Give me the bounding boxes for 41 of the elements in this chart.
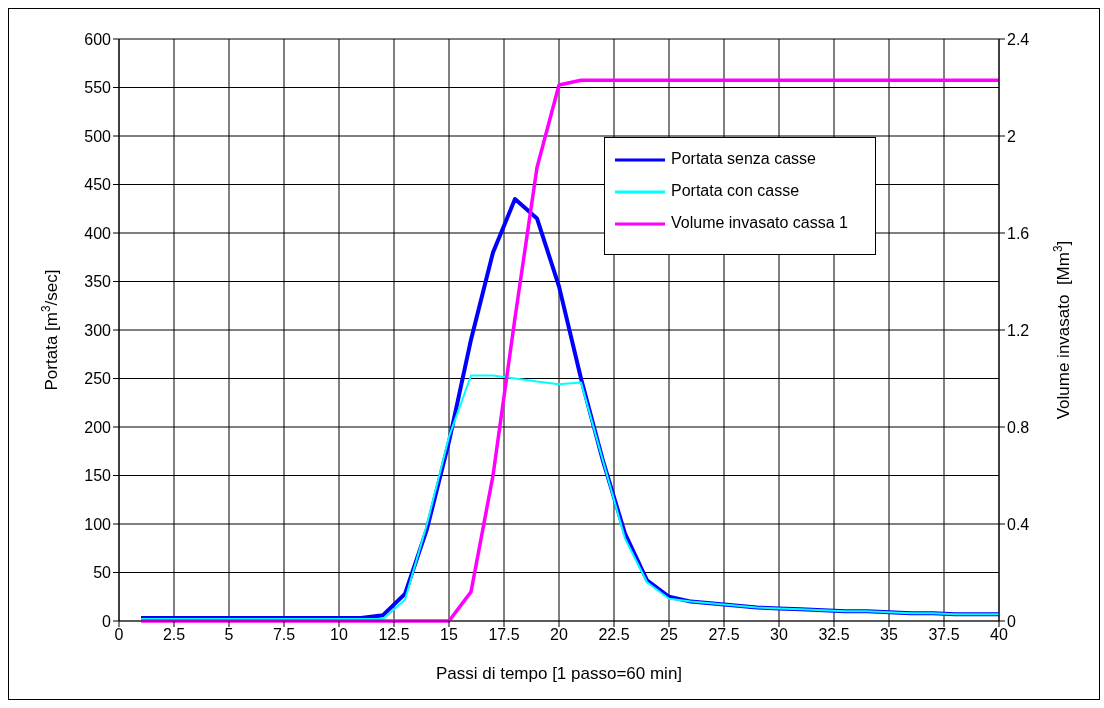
x-tick-label: 10 (330, 626, 348, 644)
y-tick-label: 200 (84, 418, 112, 436)
y2-tick-label: 2.4 (1007, 30, 1030, 48)
x-tick-label: 0 (114, 626, 124, 644)
y-tick-label: 300 (84, 321, 112, 339)
x-tick-label: 17.5 (488, 626, 520, 644)
legend-label: Portata con casse (671, 182, 801, 200)
y-tick-label: 50 (93, 564, 112, 582)
legend-label: Portata senza casse (671, 150, 817, 168)
x-tick-label: 35 (880, 626, 898, 644)
y-tick-label: 0 (102, 612, 112, 630)
x-tick-label: 7.5 (272, 626, 296, 644)
x-tick-label: 30 (770, 626, 788, 644)
x-tick-label: 5 (224, 626, 234, 644)
x-tick-label: 25 (660, 626, 678, 644)
y2-tick-label: 0.8 (1007, 418, 1030, 436)
y-tick-label: 500 (84, 127, 112, 145)
x-tick-label: 22.5 (598, 626, 630, 644)
x-tick-label: 32.5 (818, 626, 850, 644)
y-tick-label: 450 (84, 176, 112, 194)
y2-tick-label: 1.6 (1007, 224, 1030, 242)
y2-tick-label: 2 (1007, 127, 1016, 145)
y2-tick-label: 1.2 (1007, 321, 1030, 339)
x-tick-label: 40 (990, 626, 1008, 644)
y-tick-label: 350 (84, 273, 112, 291)
x-tick-label: 20 (550, 626, 568, 644)
x-tick-label: 2.5 (162, 626, 186, 644)
y-tick-label: 100 (84, 515, 112, 533)
legend-label: Volume invasato cassa 1 (671, 214, 849, 232)
y-tick-label: 600 (84, 30, 112, 48)
y-tick-label: 400 (84, 224, 112, 242)
x-tick-label: 37.5 (928, 626, 960, 644)
y-tick-label: 150 (84, 467, 112, 485)
y-tick-label: 550 (84, 79, 112, 97)
y2-tick-label: 0 (1007, 612, 1016, 630)
y2-tick-label: 0.4 (1007, 515, 1030, 533)
x-tick-label: 15 (440, 626, 458, 644)
x-axis-title: Passi di tempo [1 passo=60 min] (435, 664, 683, 683)
x-tick-label: 12.5 (378, 626, 410, 644)
x-tick-label: 27.5 (708, 626, 740, 644)
y-tick-label: 250 (84, 370, 112, 388)
